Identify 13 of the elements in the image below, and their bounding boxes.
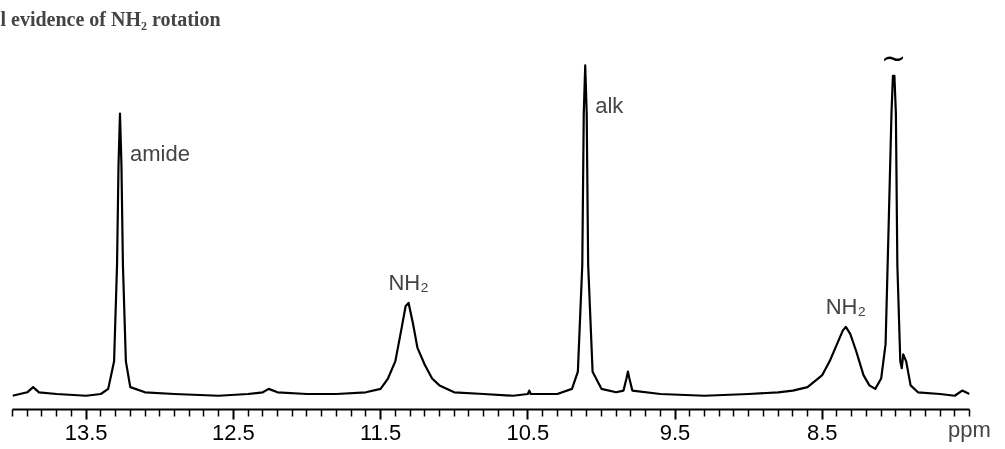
annotation: ~	[881, 39, 907, 75]
x-tick-label: 12.5	[211, 419, 255, 445]
x-tick-label: 9.5	[659, 419, 691, 445]
x-tick-label: 11.5	[359, 419, 402, 445]
x-axis-title: ppm	[948, 416, 991, 442]
chart-title: l evidence of NH₂ rotation	[0, 7, 221, 30]
annotation: NH₂	[388, 269, 429, 295]
x-tick-label: 8.5	[806, 419, 838, 445]
x-tick-label: 13.5	[64, 419, 108, 445]
annotation: NH₂	[825, 293, 866, 319]
x-tick-label: 10.5	[506, 419, 550, 445]
annotation: amide	[129, 141, 190, 167]
annotation: alk	[595, 92, 625, 118]
